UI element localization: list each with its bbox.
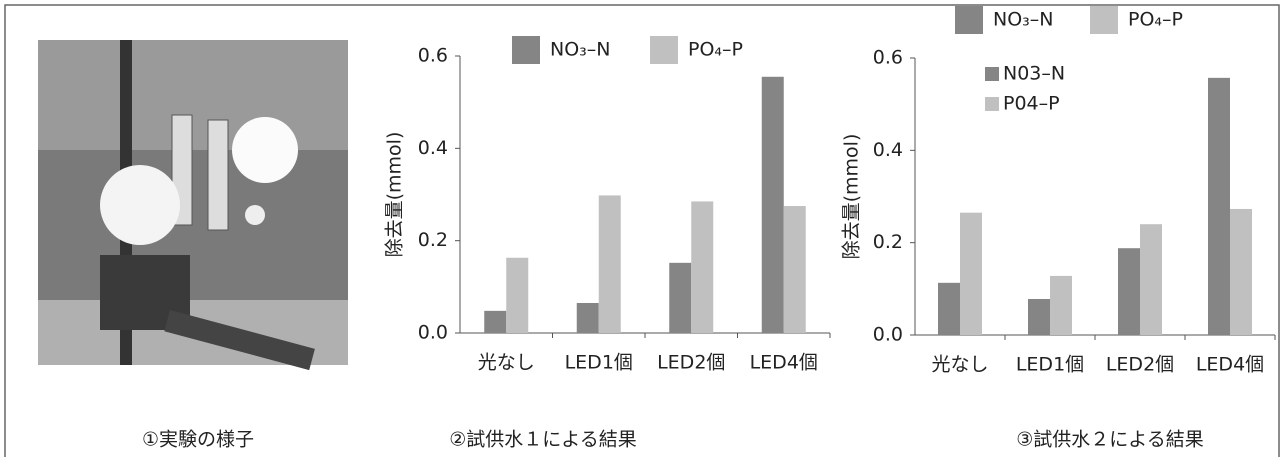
x-tick-label: LED4個 bbox=[1196, 354, 1264, 376]
legend-label: P04–P bbox=[1003, 93, 1060, 115]
bar bbox=[1230, 209, 1252, 335]
figure: ①実験の様子 0.0 0.2 0.4 0.6 除去量(mmol) 光なし LED1個 LED2… bbox=[0, 0, 1285, 457]
y-tick-label: 0.6 bbox=[418, 45, 448, 67]
legend-label: NO₃–N bbox=[550, 39, 611, 61]
bar bbox=[484, 311, 506, 333]
legend-swatch bbox=[985, 97, 999, 111]
caption: ③試供水２による結果 bbox=[1016, 429, 1203, 451]
bar bbox=[1028, 299, 1050, 335]
y-tick-label: 0.2 bbox=[418, 229, 448, 251]
bar bbox=[938, 283, 960, 335]
y-tick-label: 0.4 bbox=[873, 139, 903, 161]
bar bbox=[691, 201, 713, 333]
x-tick-label: 光なし bbox=[931, 354, 988, 376]
photo bbox=[38, 40, 348, 370]
legend-swatch bbox=[650, 36, 678, 64]
legend-label: PO₄–P bbox=[688, 39, 743, 61]
bar bbox=[1118, 248, 1140, 335]
y-tick-label: 0.0 bbox=[873, 324, 903, 346]
legend-label: PO₄–P bbox=[1128, 9, 1183, 31]
bar bbox=[669, 263, 691, 333]
x-tick-label: LED1個 bbox=[565, 352, 633, 374]
legend-label: NO₃–N bbox=[993, 9, 1054, 31]
x-tick-label: LED2個 bbox=[1106, 354, 1174, 376]
y-axis-title: 除去量(mmol) bbox=[841, 134, 863, 260]
bar bbox=[599, 195, 621, 333]
legend-label: N03–N bbox=[1003, 63, 1065, 85]
legend-swatch bbox=[512, 36, 540, 64]
y-axis-title: 除去量(mmol) bbox=[384, 132, 406, 258]
bar bbox=[1050, 276, 1072, 335]
bar bbox=[960, 213, 982, 335]
bar bbox=[784, 206, 806, 333]
caption: ②試供水１による結果 bbox=[449, 429, 636, 451]
bar bbox=[1208, 78, 1230, 335]
y-tick-label: 0.4 bbox=[418, 137, 448, 159]
bar bbox=[506, 258, 528, 333]
x-tick-label: LED4個 bbox=[750, 352, 818, 374]
y-tick-label: 0.2 bbox=[873, 231, 903, 253]
legend-swatch bbox=[955, 6, 983, 34]
y-tick-label: 0.0 bbox=[418, 322, 448, 344]
bar bbox=[577, 303, 599, 333]
bar bbox=[762, 77, 784, 333]
caption: ①実験の様子 bbox=[142, 429, 254, 451]
x-tick-label: LED1個 bbox=[1016, 354, 1084, 376]
x-tick-label: 光なし bbox=[478, 352, 535, 374]
y-tick-label: 0.6 bbox=[873, 47, 903, 69]
bar bbox=[1140, 224, 1162, 335]
legend-swatch bbox=[1090, 6, 1118, 34]
legend-swatch bbox=[985, 67, 999, 81]
x-tick-label: LED2個 bbox=[657, 352, 725, 374]
